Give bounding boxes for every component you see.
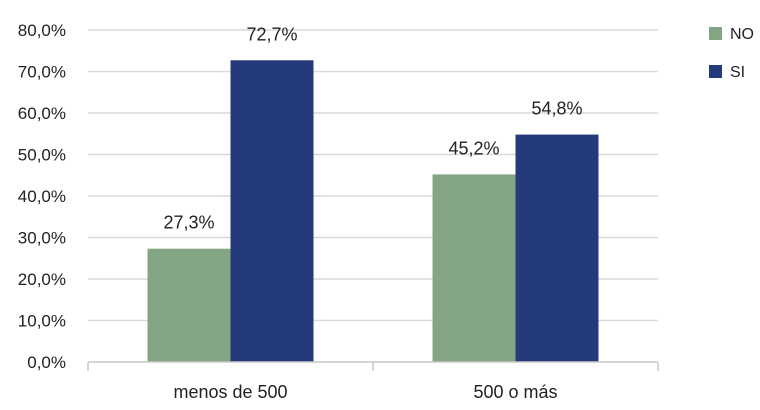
data-label: 45,2% [448, 138, 499, 158]
legend-swatch-no [709, 27, 722, 40]
data-labels: 27,3% 72,7% 45,2% 54,8% [163, 24, 582, 232]
legend-label: SI [730, 64, 745, 81]
y-tick-label: 10,0% [18, 312, 66, 331]
legend-label: NO [730, 26, 754, 43]
data-label: 27,3% [163, 213, 214, 233]
x-axis: menos de 500 500 o más [87, 361, 659, 402]
y-axis-ticks: 0,0% 10,0% 20,0% 30,0% 40,0% 50,0% 60,0% 70,0% 8… [18, 21, 66, 372]
y-tick-label: 0,0% [27, 353, 66, 372]
bars [147, 60, 599, 363]
x-tick-label: menos de 500 [173, 382, 287, 402]
bar-si-0 [230, 60, 314, 363]
bar-no-1 [432, 174, 516, 362]
legend-swatch-si [709, 65, 722, 78]
data-label: 54,8% [531, 99, 582, 119]
bar-si-1 [515, 134, 599, 362]
y-tick-label: 80,0% [18, 21, 66, 40]
y-tick-label: 30,0% [18, 229, 66, 248]
y-tick-label: 20,0% [18, 270, 66, 289]
data-label: 72,7% [246, 24, 297, 44]
legend: NO SI [709, 26, 754, 81]
bar-no-0 [147, 248, 231, 362]
y-tick-label: 40,0% [18, 187, 66, 206]
y-tick-label: 50,0% [18, 146, 66, 165]
x-tick-label: 500 o más [473, 382, 557, 402]
y-tick-label: 60,0% [18, 104, 66, 123]
y-tick-label: 70,0% [18, 63, 66, 82]
